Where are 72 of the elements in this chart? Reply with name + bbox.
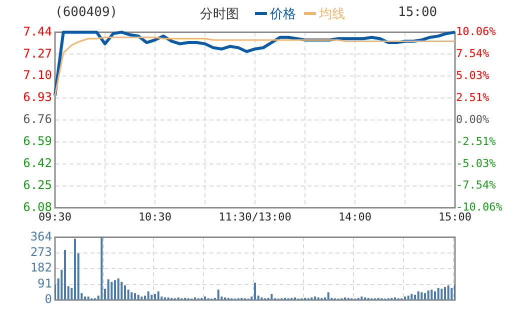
bar (157, 291, 160, 300)
bar (64, 250, 66, 300)
y2-tick-label: 2.51% (456, 90, 490, 104)
bar (84, 296, 86, 300)
y-tick-label: 273 (30, 245, 52, 260)
bar (407, 296, 410, 300)
bar (134, 293, 136, 300)
bar (424, 293, 426, 300)
y-tick-label: 6.93 (23, 90, 52, 104)
bar (217, 290, 220, 300)
bar (120, 282, 123, 300)
y-tick-label: 7.10 (23, 68, 52, 82)
bar (414, 294, 416, 300)
y-tick-label: 0 (44, 292, 52, 306)
y-tick-label: 91 (38, 276, 52, 290)
bar (434, 291, 436, 300)
bar (420, 292, 423, 300)
x-tick-label: 10:30 (138, 210, 172, 224)
bar (254, 282, 256, 300)
y2-tick-label: -7.54% (456, 178, 496, 192)
bar (447, 285, 450, 300)
legend-label: 均线 (319, 6, 345, 22)
x-tick-label: 11:30/13:00 (218, 210, 292, 224)
y-tick-label: 7.27 (23, 46, 52, 60)
bar (100, 237, 103, 300)
bar (430, 290, 433, 300)
bar (107, 279, 110, 300)
bar (440, 288, 443, 300)
bar (110, 282, 113, 300)
y2-tick-label: -5.03% (456, 156, 496, 170)
bar (404, 296, 406, 300)
bar (117, 278, 120, 300)
y-tick-label: 6.76 (23, 112, 52, 126)
bar (360, 296, 363, 300)
bar (87, 296, 90, 300)
bar (314, 296, 316, 300)
y-tick-label: 364 (30, 229, 52, 244)
y2-tick-label: 5.03% (456, 68, 490, 82)
bar (150, 294, 153, 300)
y-tick-label: 7.44 (23, 24, 52, 38)
bar (144, 296, 146, 300)
x-tick-label: 14:00 (338, 210, 372, 224)
text: 15:00 (398, 5, 438, 20)
y-tick-label: 182 (30, 260, 52, 275)
bar (417, 291, 420, 300)
bar (130, 292, 133, 300)
chart-subtitle: 分时图 (200, 6, 239, 23)
y2-tick-label: 10.06% (456, 25, 496, 38)
y2-tick-label: 0.00% (456, 112, 490, 126)
legend-label: 价格 (270, 6, 296, 22)
bar (410, 294, 413, 300)
bar (137, 294, 140, 300)
y-tick-label: 6.25 (23, 178, 52, 192)
bar (327, 292, 330, 300)
y2-tick-label: -2.51% (456, 134, 496, 148)
y-tick-label: 6.59 (23, 134, 52, 148)
bar (140, 296, 143, 300)
bar (204, 296, 206, 300)
bar (114, 280, 116, 300)
bar (147, 291, 150, 300)
y2-tick-label: 7.54% (456, 47, 490, 60)
bar (437, 288, 440, 300)
bar (127, 290, 130, 300)
chart-title: (600409) (55, 5, 118, 20)
bar (444, 287, 446, 300)
bar (427, 290, 430, 300)
bar (74, 238, 76, 300)
bar (154, 294, 156, 300)
bar (450, 288, 453, 300)
bar (270, 294, 273, 300)
y-tick-label: 6.42 (23, 156, 52, 170)
bar (124, 285, 126, 300)
